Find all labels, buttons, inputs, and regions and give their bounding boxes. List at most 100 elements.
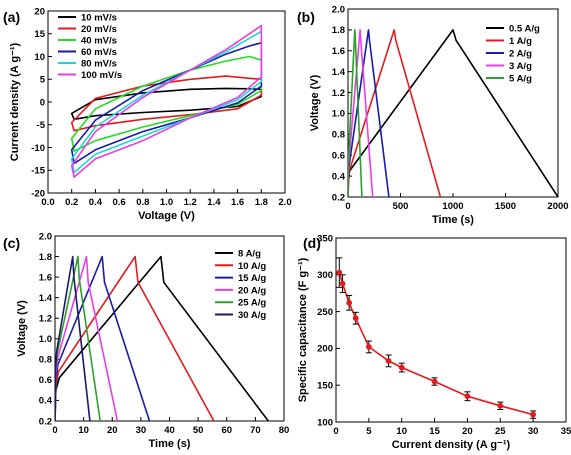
- x-tick-label: 0.4: [89, 197, 103, 208]
- x-tick-label: 1.0: [160, 197, 173, 208]
- x-tick-label: 60: [221, 425, 232, 436]
- y-tick-label: 0: [40, 97, 45, 108]
- legend-label: 5 A/g: [509, 74, 532, 85]
- legend: 0.5 A/g1 A/g 2 A/g3 A/g 5 A/g: [486, 24, 540, 85]
- legend-label: 1 A/g: [509, 36, 532, 47]
- y-tick-label: -5: [37, 120, 46, 131]
- x-tick-label: 80: [279, 425, 290, 436]
- y-tick-label: 100: [317, 417, 333, 428]
- x-tick-label: 0: [333, 426, 338, 437]
- y-tick-label: 1.4: [332, 67, 346, 78]
- y-tick-label: 300: [317, 270, 333, 281]
- series-line: [55, 255, 119, 421]
- x-axis-title: Voltage (V): [138, 210, 195, 222]
- y-tick-label: 10: [34, 52, 45, 63]
- legend-label: 20 A/g: [238, 285, 266, 296]
- legend-label: 40 mV/s: [81, 36, 117, 47]
- y-tick-label: 2.0: [39, 231, 52, 242]
- data-point: [431, 378, 438, 385]
- x-axis-title: Current density (A g⁻¹): [392, 439, 511, 451]
- x-tick-label: 5: [366, 426, 372, 437]
- y-tick-label: 1.2: [332, 88, 345, 99]
- y-tick-label: 15: [34, 29, 45, 40]
- y-tick-label: 1.0: [39, 334, 52, 345]
- panel-label: (c): [3, 235, 20, 251]
- panel-d: (d) 0 5 10 15 20 25 30 35 100 150 200 250 300 350 Curre…: [297, 233, 571, 451]
- y-tick-label: 2.0: [332, 4, 345, 15]
- x-tick-label: 1.6: [231, 197, 244, 208]
- x-tick-label: 0: [345, 201, 350, 212]
- x-tick-label: 1.2: [184, 197, 197, 208]
- panel-a: (a) 0.0 0.2 0.4 0.6 0.8 1.0 1.2 1.4 1.6 1.8 2.0 -20 -…: [3, 6, 292, 222]
- y-tick-label: 0.2: [39, 416, 52, 427]
- legend-label: 100 mV/s: [81, 70, 122, 81]
- plot-area: [348, 29, 558, 197]
- x-tick-label: 2000: [547, 201, 568, 212]
- panel-label: (a): [3, 9, 20, 25]
- x-tick-label: 50: [193, 425, 204, 436]
- panel-label: (b): [297, 9, 315, 25]
- data-point: [352, 315, 359, 322]
- series-line: [55, 255, 91, 421]
- legend-label: 0.5 A/g: [509, 24, 540, 35]
- x-tick-label: 10: [396, 426, 407, 437]
- y-tick-label: 200: [317, 344, 333, 355]
- y-tick-label: -10: [31, 143, 45, 154]
- y-tick-label: -20: [31, 188, 45, 199]
- x-tick-label: 40: [164, 425, 175, 436]
- x-tick-label: 10: [78, 425, 89, 436]
- plot-area: [70, 24, 263, 178]
- x-tick-label: 25: [495, 426, 506, 437]
- x-tick-label: 0.6: [112, 197, 125, 208]
- x-tick-label: 0: [52, 425, 57, 436]
- y-axis-title: Specific capacitance (F g⁻¹): [297, 257, 309, 402]
- data-point: [497, 402, 504, 409]
- y-axis-title: Voltage (V): [16, 300, 28, 357]
- x-tick-label: 20: [107, 425, 118, 436]
- y-tick-label: 0.8: [332, 130, 345, 141]
- legend-label: 8 A/g: [238, 249, 261, 260]
- x-tick-label: 0.0: [41, 197, 54, 208]
- y-tick-label: 1.0: [332, 109, 345, 120]
- y-tick-label: 1.6: [332, 46, 345, 57]
- data-point: [530, 411, 537, 418]
- x-axis-title: Time (s): [432, 214, 474, 226]
- y-tick-label: 1.4: [39, 293, 53, 304]
- y-tick-label: 250: [317, 307, 333, 318]
- legend-label: 2 A/g: [509, 49, 532, 60]
- data-point: [398, 364, 405, 371]
- x-tick-label: 1.4: [207, 197, 221, 208]
- axes-frame: [335, 237, 567, 423]
- data-point: [336, 269, 343, 276]
- series-line: [70, 24, 263, 178]
- data-point: [385, 358, 392, 364]
- panel-label: (d): [303, 235, 321, 251]
- plot-area: [55, 255, 269, 421]
- legend-label: 15 A/g: [238, 273, 266, 284]
- data-point: [365, 344, 372, 350]
- y-tick-label: 150: [317, 381, 333, 392]
- x-tick-label: 2.0: [278, 197, 291, 208]
- x-tick-label: 1500: [495, 201, 516, 212]
- y-tick-label: 0.6: [332, 151, 345, 162]
- y-tick-label: 0.8: [39, 355, 52, 366]
- x-tick-label: 20: [462, 426, 473, 437]
- x-tick-label: 30: [528, 426, 539, 437]
- x-tick-label: 1.8: [255, 197, 268, 208]
- y-tick-label: 350: [317, 233, 333, 244]
- x-tick-label: 500: [393, 201, 409, 212]
- y-tick-label: 1.8: [39, 252, 52, 263]
- legend-label: 80 mV/s: [81, 59, 117, 70]
- x-axis-title: Time (s): [149, 438, 191, 450]
- x-tick-label: 70: [250, 425, 261, 436]
- x-tick-label: 0.8: [136, 197, 149, 208]
- x-tick-label: 0.2: [65, 197, 78, 208]
- y-tick-label: 0.2: [332, 192, 345, 203]
- x-tick-label: 35: [561, 426, 571, 437]
- legend-label: 25 A/g: [238, 298, 266, 309]
- plot-area: [336, 257, 537, 419]
- legend: 8 A/g10 A/g15 A/g20 A/g 25 A/g30 A/g: [215, 249, 266, 321]
- y-tick-label: 20: [34, 6, 45, 17]
- x-tick-label: 30: [136, 425, 147, 436]
